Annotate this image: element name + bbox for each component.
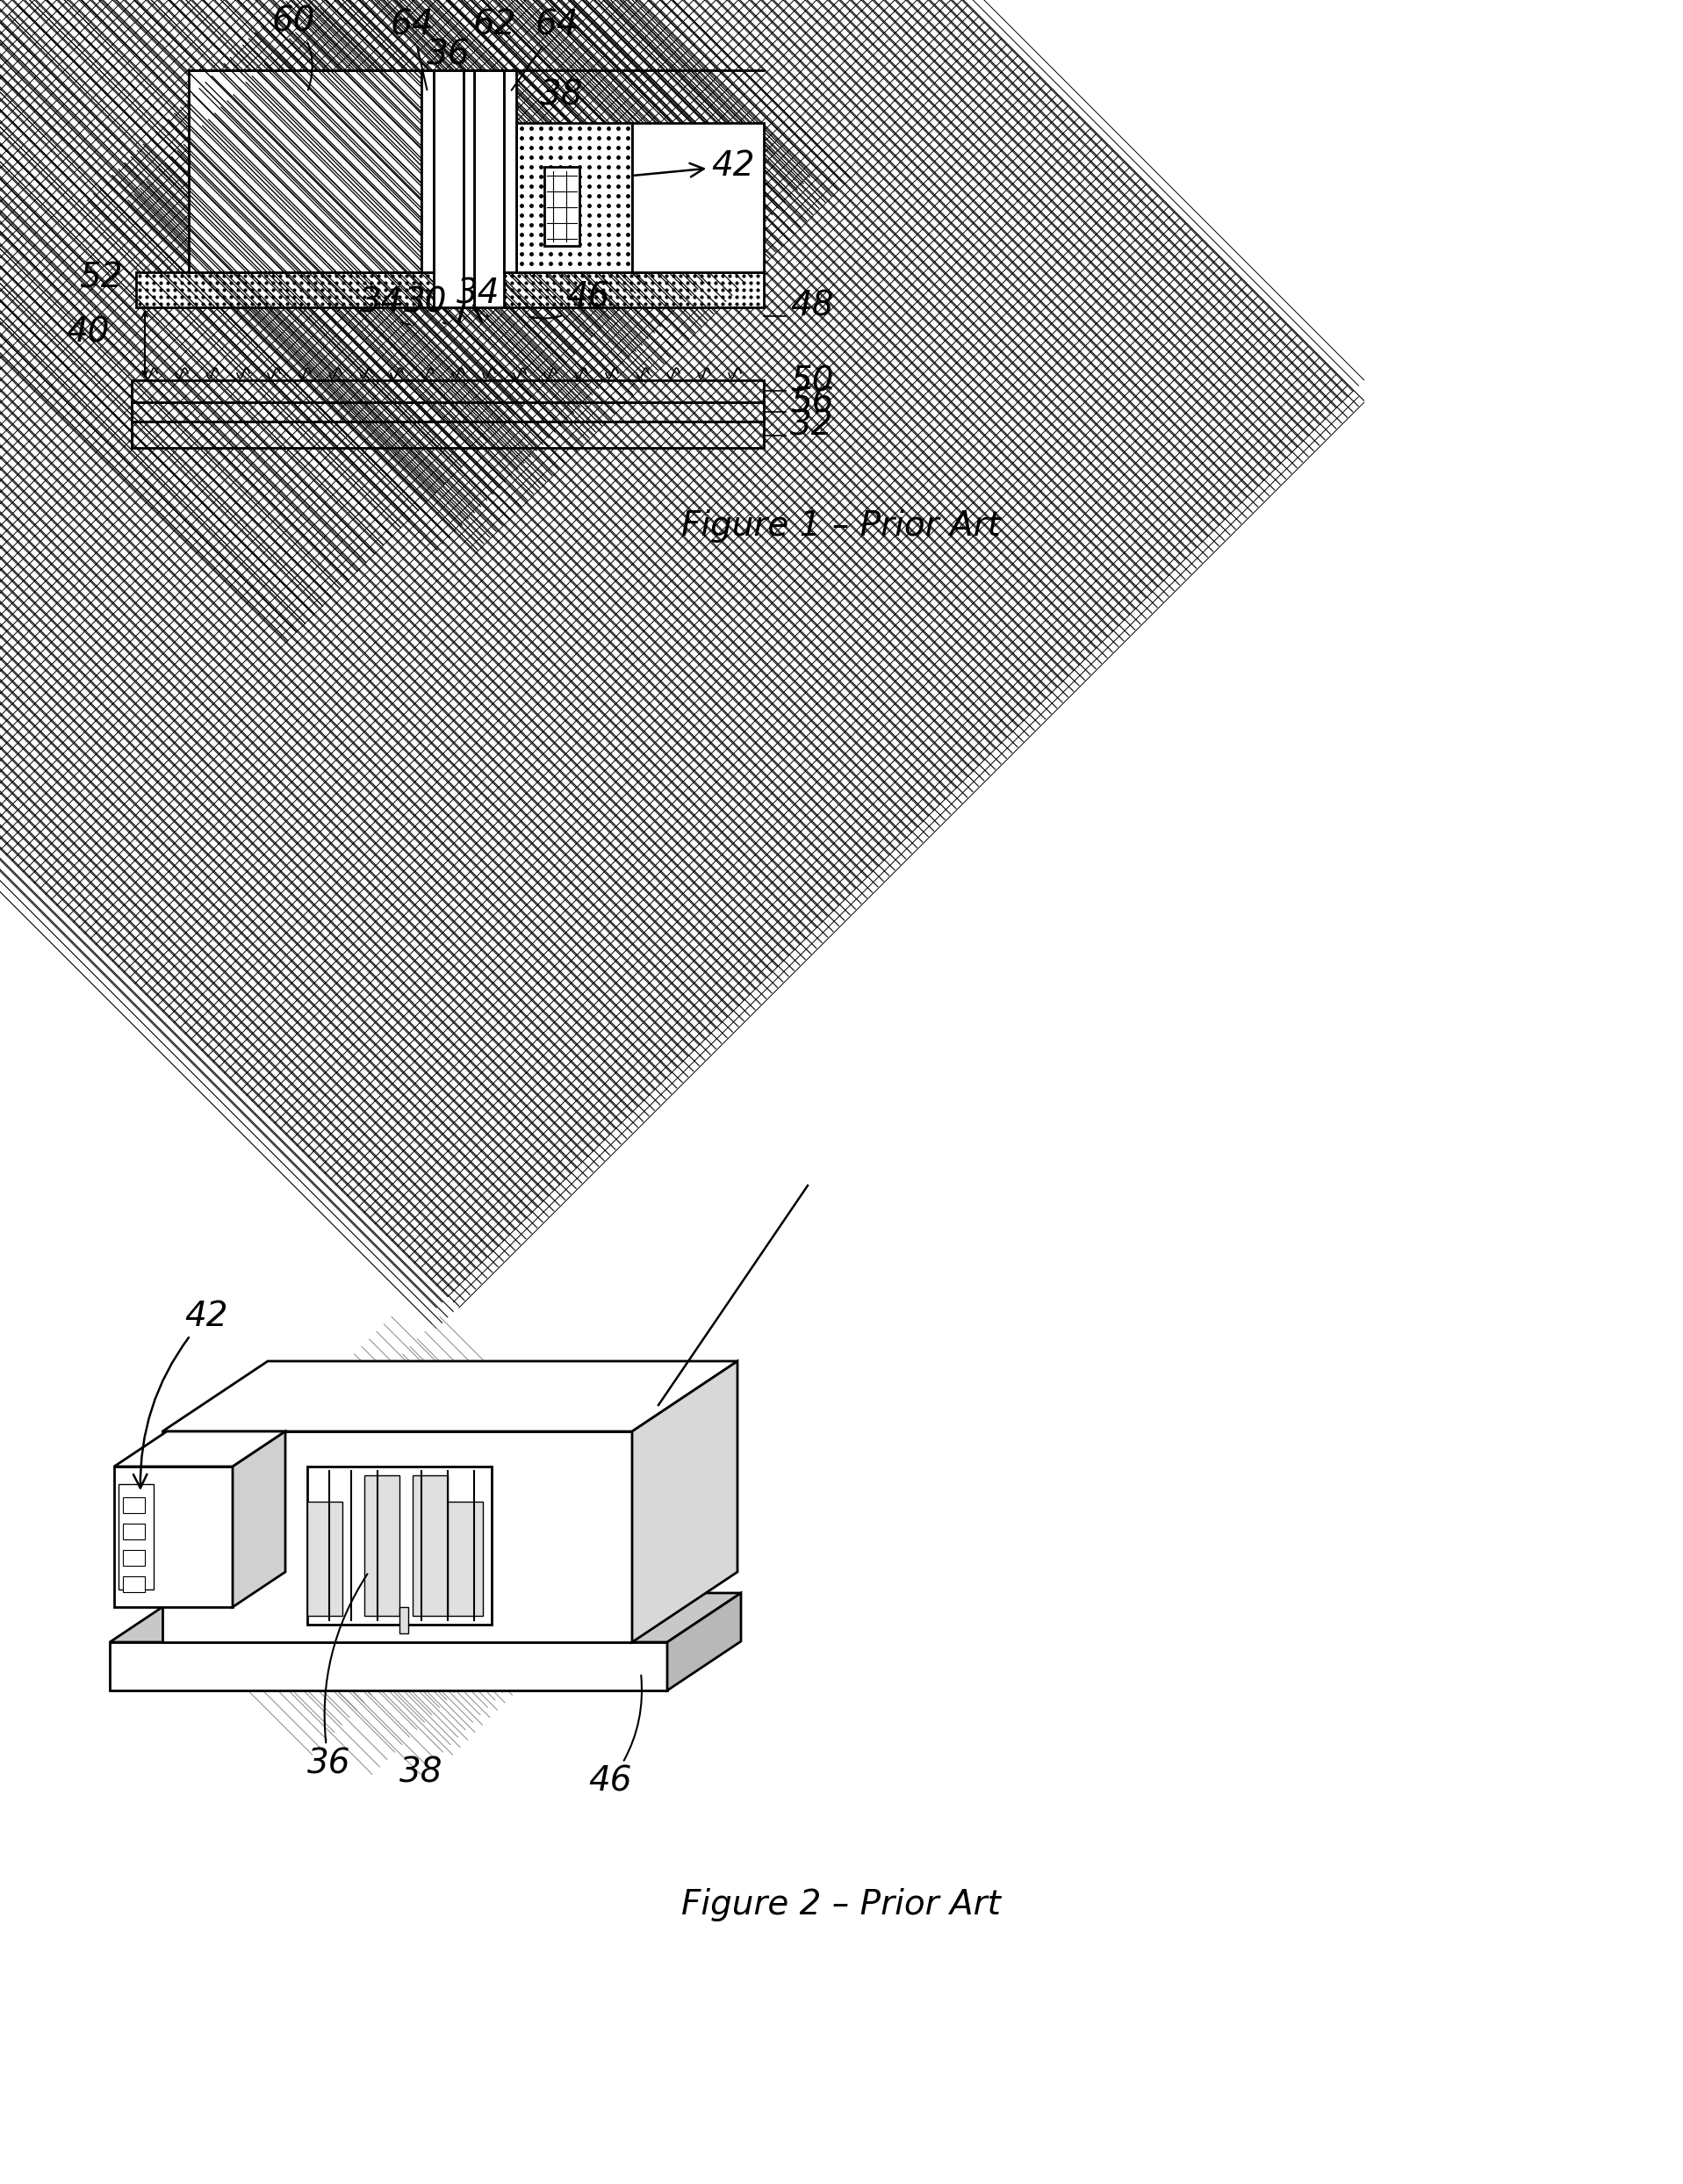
Bar (364, 1476, 399, 1616)
Bar (123, 1577, 145, 1592)
Bar (131, 422, 764, 448)
Text: 36: 36 (308, 1575, 367, 1780)
Text: Figure 2 – Prior Art: Figure 2 – Prior Art (682, 1887, 1001, 1922)
Text: 34: 34 (456, 277, 500, 317)
Bar (123, 1498, 145, 1514)
Polygon shape (666, 1592, 741, 1690)
Polygon shape (114, 1431, 286, 1465)
Bar (544, 166, 579, 247)
Bar (308, 1465, 491, 1625)
Text: 42: 42 (133, 1299, 227, 1487)
Polygon shape (163, 1361, 737, 1431)
Text: Figure 1 – Prior Art: Figure 1 – Prior Art (682, 509, 1001, 542)
Text: 46: 46 (589, 1675, 641, 1797)
Bar (448, 1503, 483, 1616)
Bar (421, 70, 434, 273)
Polygon shape (109, 1592, 741, 1642)
Bar (399, 1607, 409, 1634)
Bar (123, 1524, 145, 1540)
Text: 64: 64 (512, 9, 579, 90)
Text: 40: 40 (66, 317, 109, 349)
Bar (123, 1551, 145, 1566)
Text: 48: 48 (789, 290, 833, 323)
Bar (131, 402, 764, 422)
Text: 30: 30 (404, 286, 448, 323)
Bar (633, 122, 764, 273)
Bar (114, 1465, 232, 1607)
Bar (163, 1431, 633, 1642)
Bar (131, 380, 764, 402)
Text: 56: 56 (789, 387, 833, 419)
Bar (118, 1485, 153, 1590)
Text: 64: 64 (390, 9, 434, 90)
Bar (503, 70, 517, 273)
Text: 38: 38 (399, 1756, 443, 1789)
Text: 46: 46 (528, 282, 609, 319)
Bar (109, 1642, 666, 1690)
Text: 36: 36 (427, 37, 470, 72)
Text: 42: 42 (634, 149, 754, 183)
Bar (475, 70, 503, 308)
Bar (308, 1503, 342, 1616)
Bar (517, 122, 633, 273)
Bar (463, 70, 475, 308)
Text: 34: 34 (360, 286, 411, 325)
Polygon shape (232, 1431, 286, 1607)
Text: 50: 50 (789, 365, 833, 397)
Bar (136, 273, 764, 308)
Text: 60: 60 (273, 4, 316, 90)
Text: 38: 38 (540, 79, 584, 111)
Bar (188, 70, 421, 273)
Bar (434, 70, 463, 308)
Polygon shape (633, 1361, 737, 1642)
Text: 32: 32 (789, 408, 833, 443)
Text: 52: 52 (79, 262, 123, 295)
Bar (412, 1476, 448, 1616)
Text: 62: 62 (473, 9, 517, 41)
